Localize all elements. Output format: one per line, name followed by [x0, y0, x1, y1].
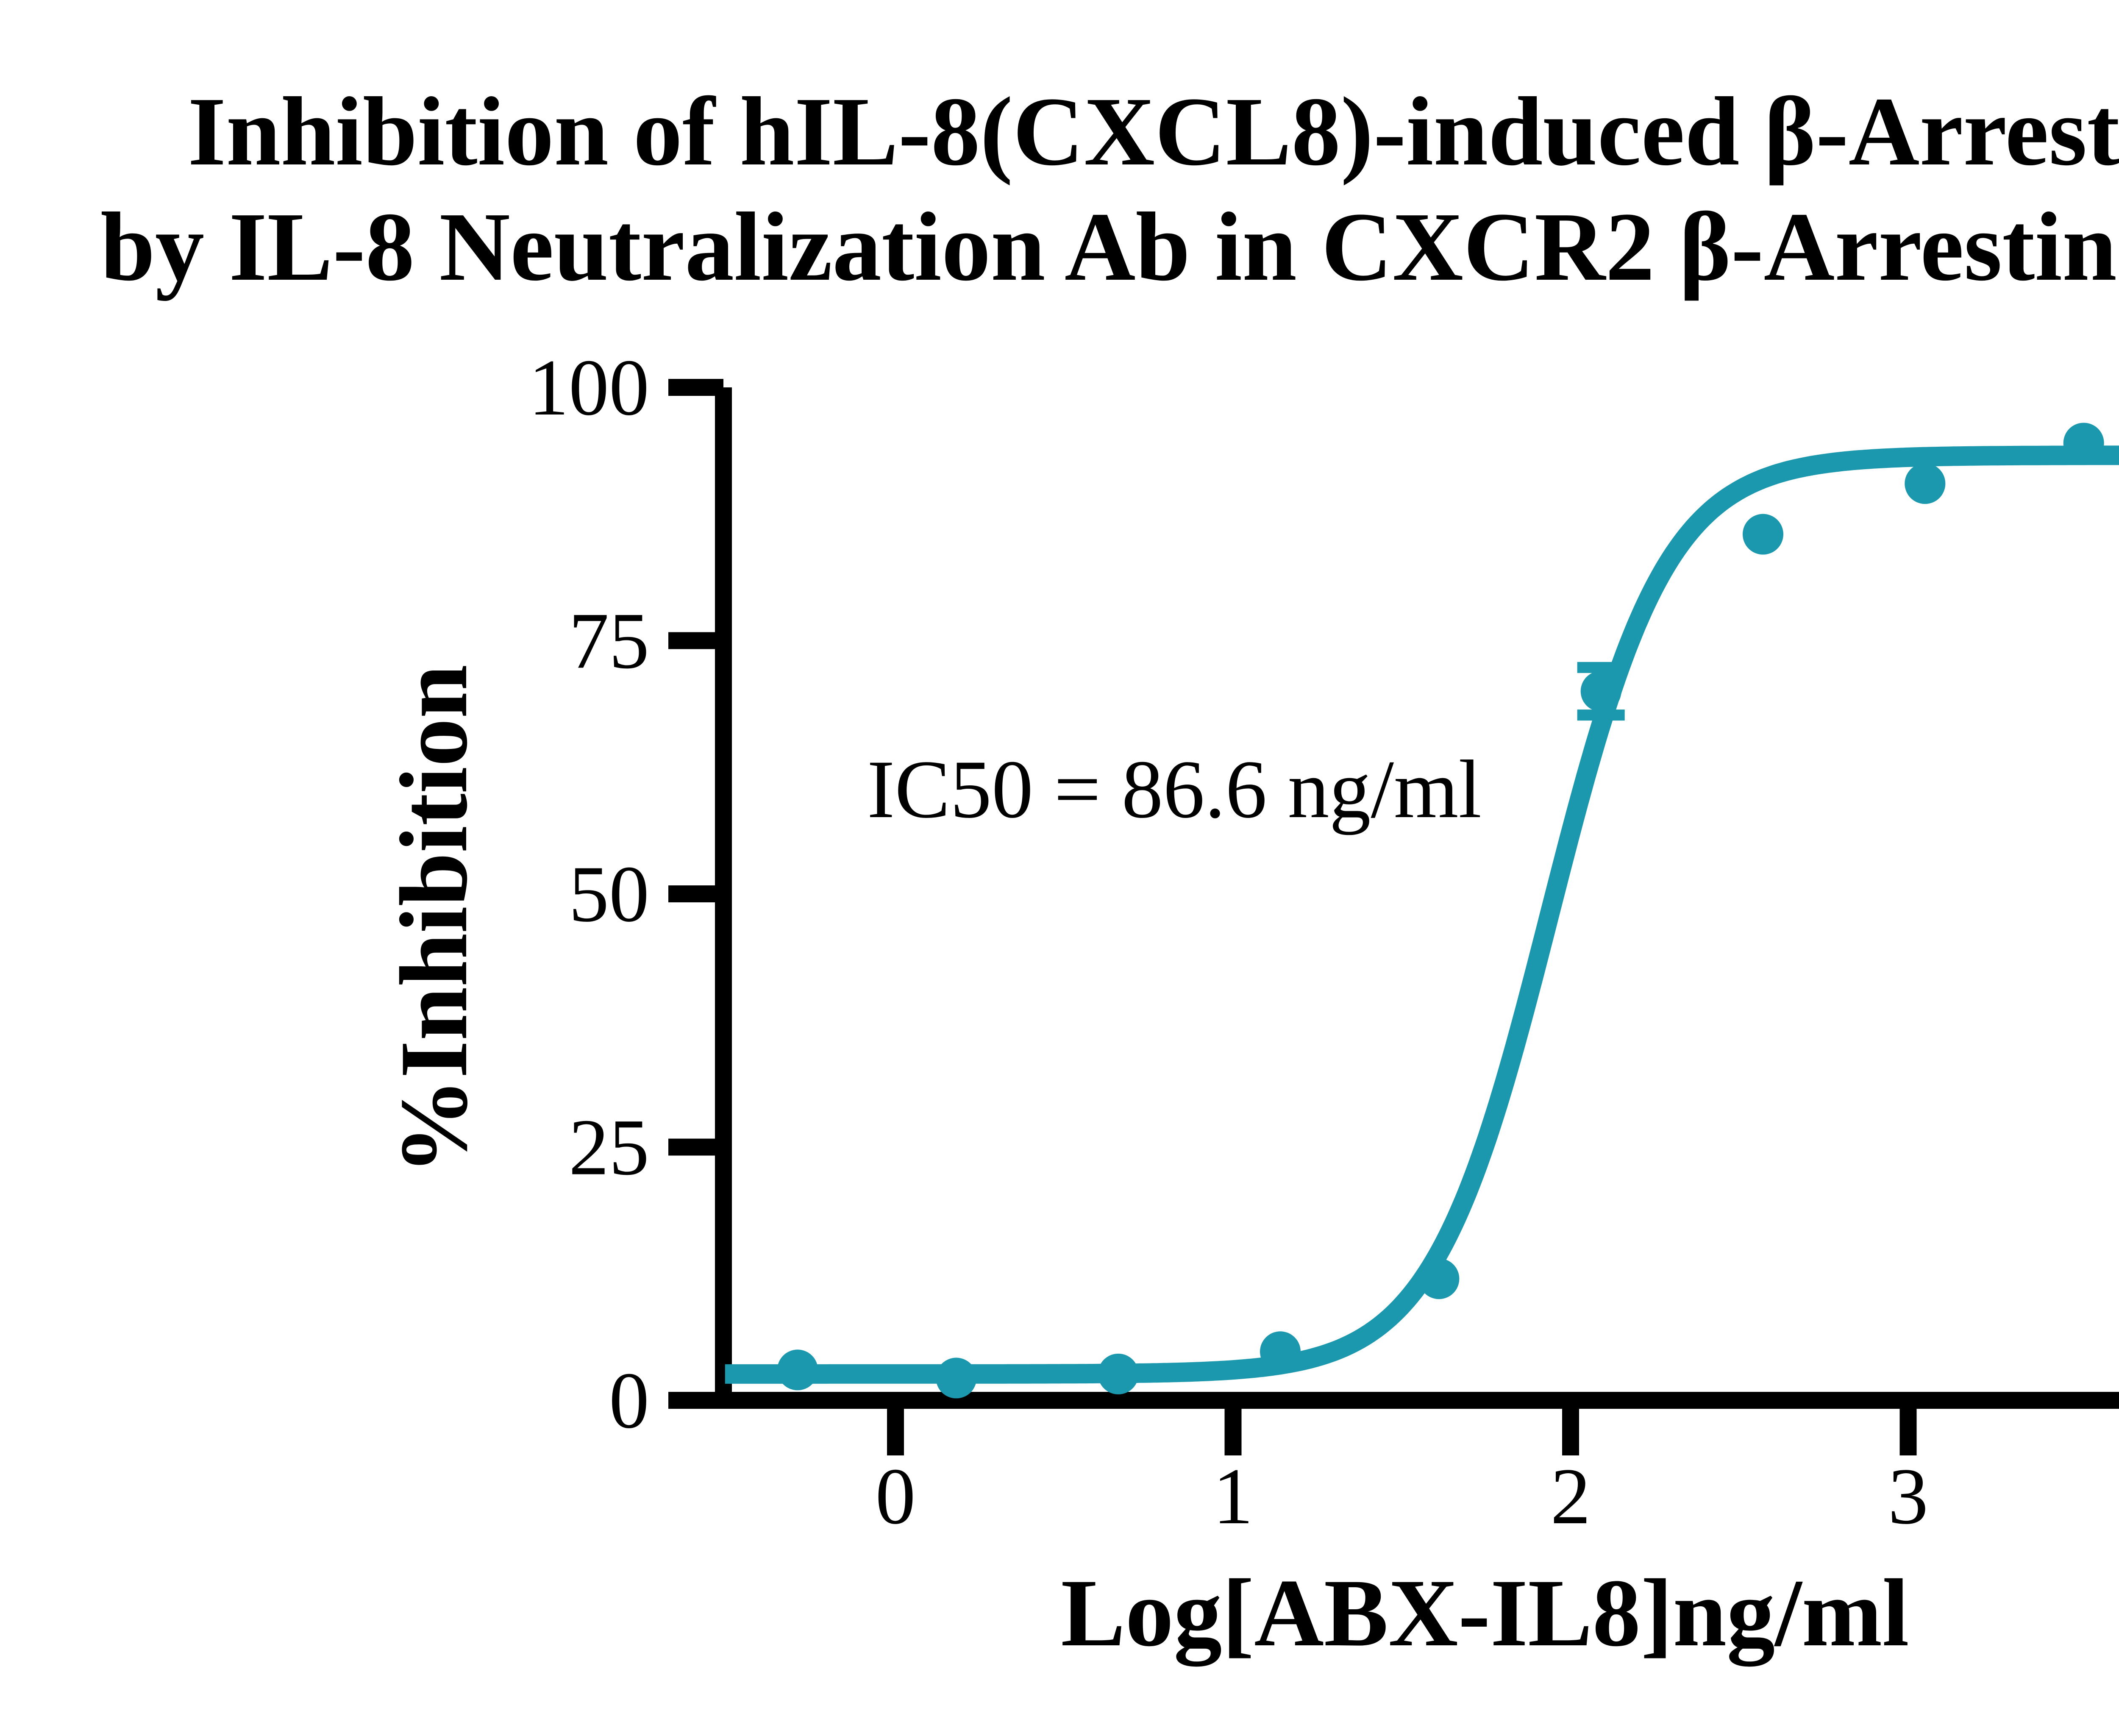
- data-point: [1260, 1331, 1301, 1372]
- data-point: [1743, 514, 1784, 555]
- ic50-annotation: IC50 = 86.6 ng/ml: [867, 743, 1482, 835]
- fit-curve: [718, 445, 2119, 1384]
- x-tick-label: 3: [1888, 1452, 1928, 1541]
- data-point: [1418, 1258, 1460, 1299]
- data-series: [718, 423, 2119, 1399]
- x-tick-label: 1: [1213, 1452, 1253, 1541]
- x-tick-label: 0: [876, 1452, 916, 1541]
- data-point: [1098, 1353, 1139, 1394]
- data-point: [1580, 671, 1621, 712]
- x-axis-title: Log[ABX-IL8]ng/ml: [1061, 1560, 1909, 1667]
- y-axis-title: %Inhibition: [381, 665, 487, 1175]
- data-point: [2063, 423, 2104, 464]
- data-point: [1905, 463, 1946, 504]
- chart-title-line-2: by IL-8 Neutralization Ab in CXCR2 β-Arr…: [100, 192, 2119, 301]
- chart-title-line-1: Inhibition of hIL-8(CXCL8)-induced β-Arr…: [188, 77, 2119, 186]
- data-point: [936, 1358, 977, 1399]
- x-tick-label: 2: [1551, 1452, 1591, 1541]
- y-tick-label: 50: [569, 850, 649, 939]
- axes: 025507510001234: [528, 343, 2119, 1541]
- y-tick-label: 25: [569, 1103, 649, 1192]
- y-tick-label: 0: [609, 1356, 649, 1445]
- y-tick-label: 100: [528, 343, 649, 432]
- data-point: [777, 1349, 818, 1391]
- y-tick-label: 75: [569, 597, 649, 686]
- axis-frame: [715, 387, 2119, 1409]
